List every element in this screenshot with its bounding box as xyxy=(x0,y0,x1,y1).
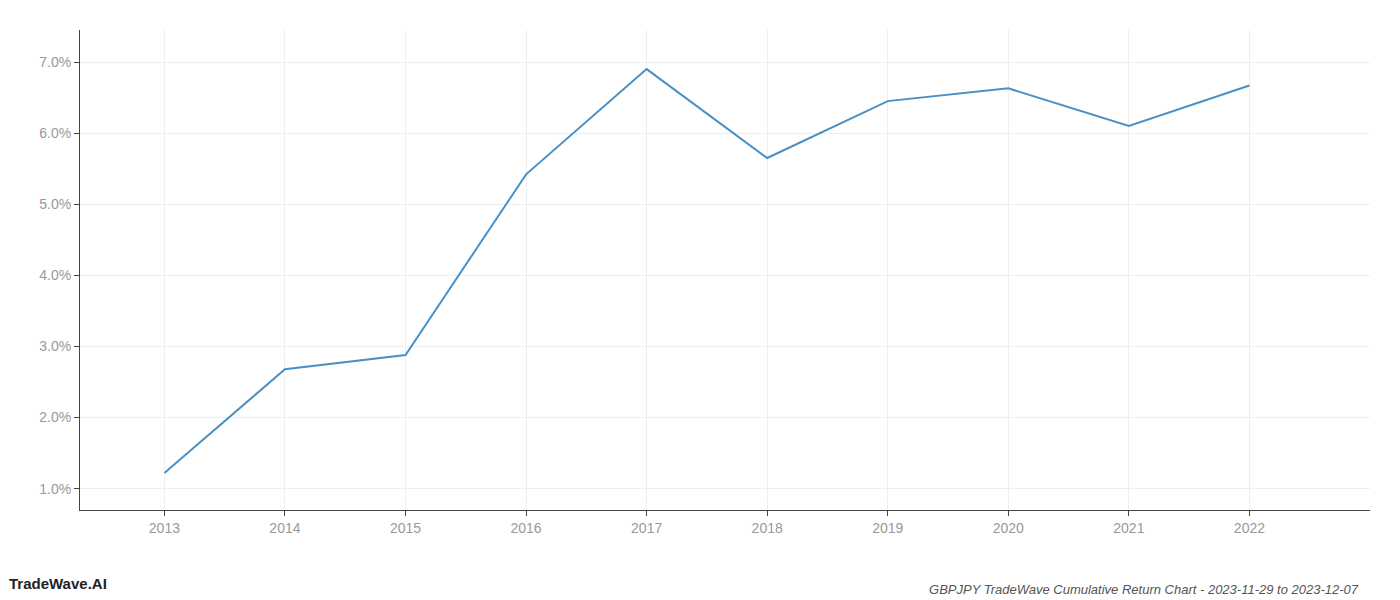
svg-text:2018: 2018 xyxy=(752,520,783,536)
svg-text:4.0%: 4.0% xyxy=(39,267,71,283)
svg-text:2015: 2015 xyxy=(390,520,421,536)
svg-text:7.0%: 7.0% xyxy=(39,54,71,70)
svg-text:2017: 2017 xyxy=(631,520,662,536)
svg-text:2019: 2019 xyxy=(872,520,903,536)
svg-text:2022: 2022 xyxy=(1234,520,1265,536)
svg-text:6.0%: 6.0% xyxy=(39,125,71,141)
svg-text:5.0%: 5.0% xyxy=(39,196,71,212)
svg-text:3.0%: 3.0% xyxy=(39,338,71,354)
svg-text:2021: 2021 xyxy=(1113,520,1144,536)
svg-text:1.0%: 1.0% xyxy=(39,481,71,497)
svg-text:2013: 2013 xyxy=(149,520,180,536)
svg-text:TradeWave.AI: TradeWave.AI xyxy=(9,575,107,592)
svg-text:2016: 2016 xyxy=(510,520,541,536)
svg-text:2.0%: 2.0% xyxy=(39,409,71,425)
svg-text:2014: 2014 xyxy=(269,520,300,536)
svg-text:GBPJPY TradeWave Cumulative Re: GBPJPY TradeWave Cumulative Return Chart… xyxy=(929,582,1359,597)
svg-text:2020: 2020 xyxy=(993,520,1024,536)
